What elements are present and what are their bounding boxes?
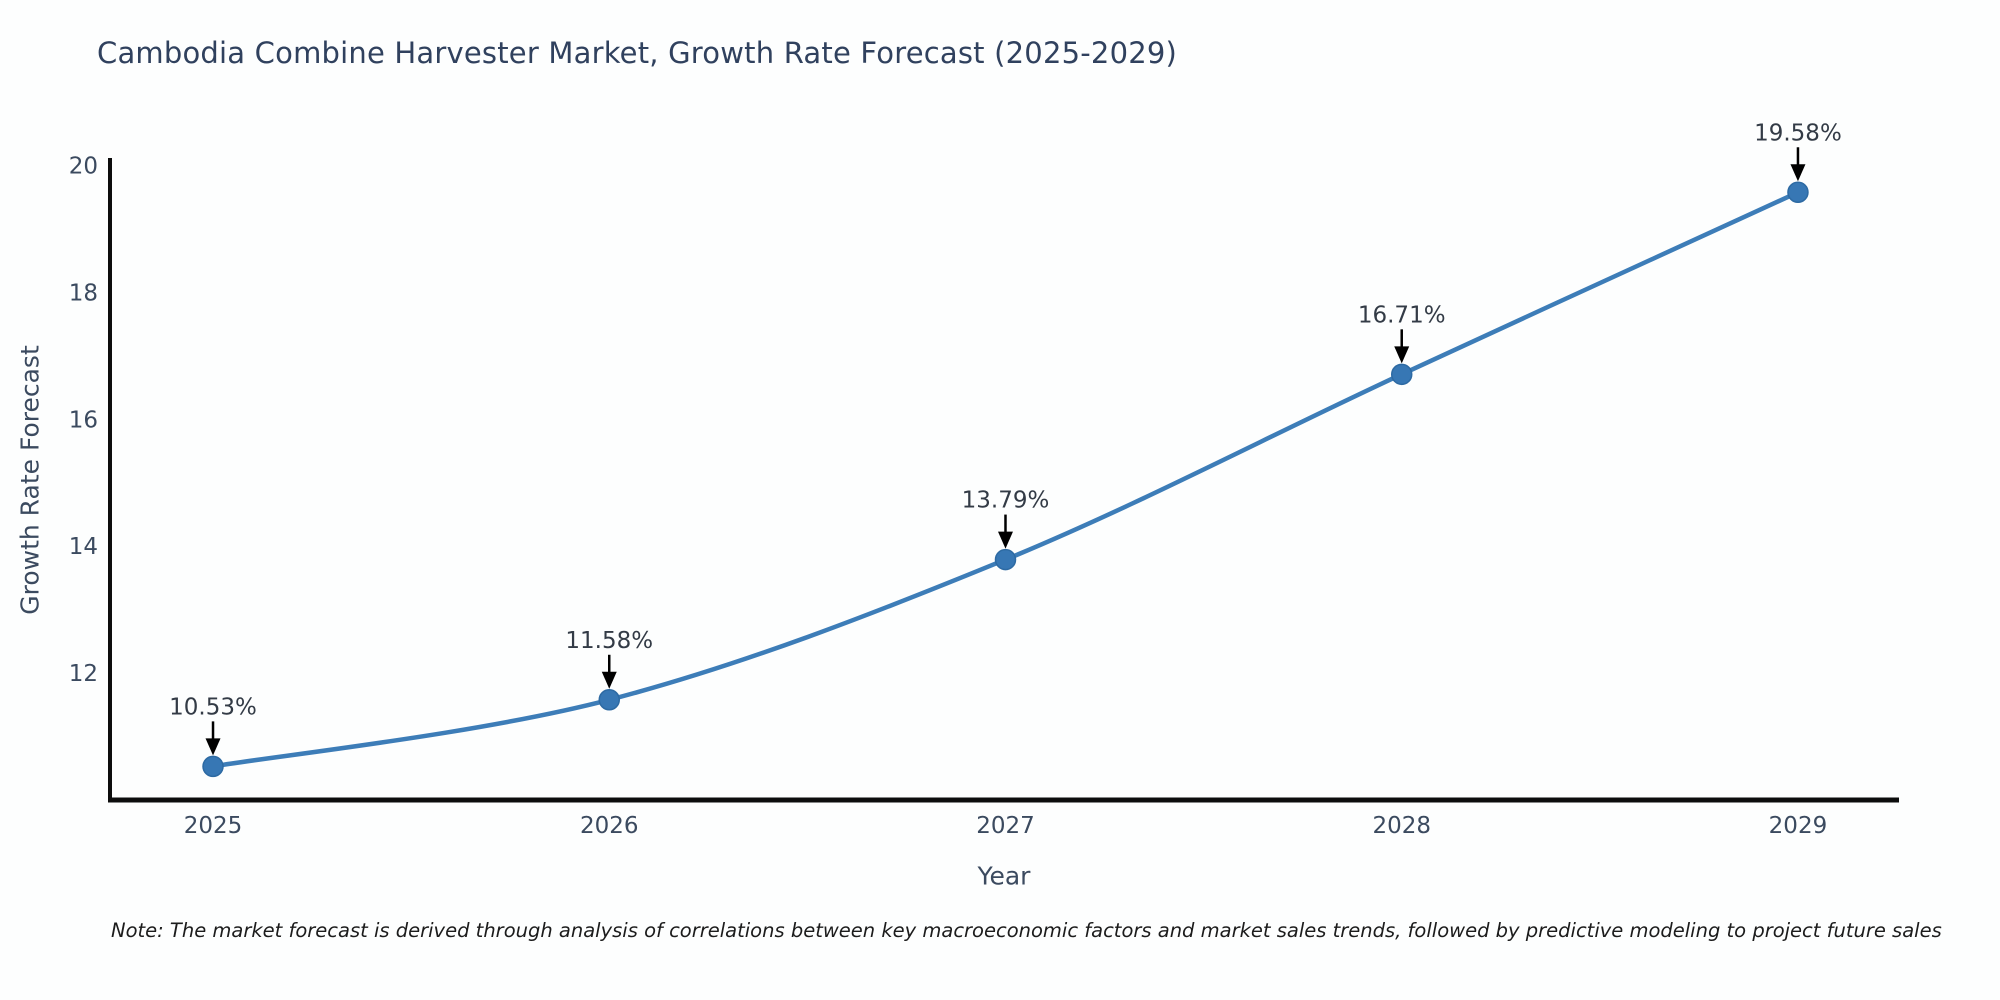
point-annotation-2026: 11.58%: [565, 628, 653, 654]
y-tick-label: 20: [69, 154, 98, 180]
x-axis-title: Year: [977, 861, 1031, 891]
annotation-arrow-head: [205, 738, 221, 756]
annotation-arrow-head: [601, 671, 617, 689]
annotation-arrow-head: [1790, 164, 1806, 182]
chart-title: Cambodia Combine Harvester Market, Growt…: [97, 36, 1178, 70]
annotation-arrow-head: [1394, 346, 1410, 364]
point-annotation-2028: 16.71%: [1358, 302, 1446, 328]
point-annotation-2027: 13.79%: [962, 488, 1050, 514]
annotation-arrow-head: [997, 531, 1013, 549]
footnote: Note: The market forecast is derived thr…: [111, 919, 1942, 942]
point-annotation-2025: 10.53%: [169, 694, 257, 720]
data-point-2025: [202, 755, 224, 778]
y-tick-label: 12: [69, 661, 98, 687]
x-tick-label: 2027: [976, 813, 1035, 839]
x-tick-label: 2028: [1372, 813, 1431, 839]
y-tick-label: 18: [69, 280, 98, 306]
data-point-2028: [1390, 363, 1413, 386]
y-tick-label: 16: [69, 407, 98, 433]
data-point-2029: [1787, 181, 1809, 204]
data-point-2027: [994, 548, 1017, 571]
x-tick-label: 2026: [580, 813, 639, 839]
data-point-2026: [598, 689, 621, 711]
x-tick-label: 2025: [184, 813, 243, 839]
point-annotation-2029: 19.58%: [1754, 120, 1842, 146]
y-axis-title: Growth Rate Forecast: [15, 345, 45, 615]
x-tick-label: 2029: [1769, 813, 1828, 839]
forecast-line: [210, 190, 1801, 769]
y-tick-label: 14: [69, 534, 98, 560]
